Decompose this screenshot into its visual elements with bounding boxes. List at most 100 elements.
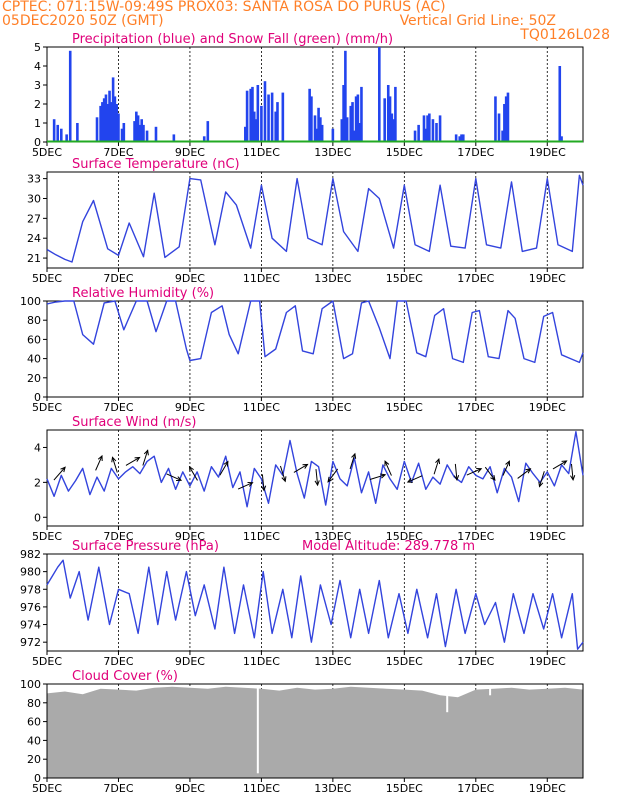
precip-bar: [315, 128, 319, 142]
precip-bar: [206, 121, 210, 142]
cloud-dip: [489, 684, 492, 696]
x-tick-label: 11DEC: [243, 655, 280, 668]
precip-bar: [274, 111, 277, 142]
precip-bar: [558, 66, 562, 142]
precip-bar: [497, 113, 501, 142]
precip-bar: [104, 94, 108, 142]
precip-bar: [422, 115, 426, 142]
precip-bar: [317, 107, 320, 142]
wind-arrow-head: [476, 468, 483, 473]
precip-bar: [68, 50, 72, 142]
wind-arrow-head: [302, 463, 309, 469]
x-tick-label: 15DEC: [386, 272, 423, 285]
precip-bar: [424, 128, 428, 142]
x-tick-label: 9DEC: [175, 655, 205, 668]
x-tick-label: 7DEC: [103, 272, 133, 285]
panel-1: 0 1 2 3 4 5 5DEC 7DEC 9DEC 11DEC 13DEC 15DEC 17DEC 19…: [32, 32, 584, 159]
precip-bar: [390, 113, 394, 142]
y-tick-label: 0: [34, 772, 41, 785]
wind-arrow-head: [60, 466, 66, 473]
run-date: 05DEC2020 50Z (GMT): [2, 13, 164, 29]
y-tick-label: 100: [20, 295, 41, 308]
precip-bar: [133, 121, 136, 142]
x-tick-label: 7DEC: [103, 530, 133, 543]
precip-bar: [504, 96, 508, 142]
wind-arrow-head: [570, 475, 576, 482]
wind-arrow-head: [384, 460, 390, 467]
wind-arrow-shaft: [166, 473, 182, 481]
x-tick-label: 19DEC: [529, 146, 566, 159]
wind-arrow-head: [314, 480, 320, 487]
precip-bar: [313, 115, 317, 142]
wind-arrow-head: [188, 465, 194, 472]
y-tick-label: 0: [34, 511, 41, 524]
wind-arrow-shaft: [142, 450, 149, 466]
panel-title: Relative Humidity (%): [72, 286, 214, 301]
chart-header: CPTEC: 071:15W-09:49S PROX03: SANTA ROSA…: [0, 0, 618, 48]
x-tick-label: 15DEC: [386, 782, 423, 795]
panel-title: Surface Pressure (hPa): [72, 539, 219, 554]
wind-arrow-shaft: [466, 468, 482, 476]
x-tick-label: 5DEC: [32, 782, 62, 795]
precip-bar: [59, 128, 63, 142]
y-tick-label: 982: [20, 548, 41, 561]
precip-bar: [320, 124, 324, 142]
precip-bar: [354, 96, 358, 142]
y-tick-label: 976: [20, 601, 41, 614]
wind-arrow-shaft: [189, 466, 198, 481]
precip-bar: [340, 119, 344, 142]
wind-arrow-shaft: [517, 468, 531, 479]
y-tick-label: 980: [20, 566, 41, 579]
y-tick-label: 974: [20, 619, 41, 632]
wind-arrow-shaft: [484, 466, 496, 481]
precip-bar: [115, 104, 118, 142]
x-tick-label: 5DEC: [32, 401, 62, 414]
x-tick-label: 9DEC: [175, 146, 205, 159]
wind-arrow-head: [380, 473, 387, 479]
series-line: [46, 174, 584, 263]
y-tick-label: 2: [34, 98, 41, 111]
cloud-dip: [446, 684, 449, 713]
x-tick-label: 19DEC: [529, 655, 566, 668]
model-altitude: Model Altitude: 289.778 m: [302, 539, 475, 554]
x-tick-label: 11DEC: [243, 272, 280, 285]
precip-bar: [135, 111, 138, 142]
y-tick-label: 972: [20, 636, 41, 649]
precip-bar: [331, 128, 335, 142]
wind-arrow-head: [351, 452, 357, 459]
precip-bar: [138, 124, 142, 142]
precip-bar: [111, 77, 115, 142]
precip-bar: [106, 104, 110, 142]
wind-arrow-shaft: [261, 474, 265, 491]
precip-bar: [349, 105, 353, 142]
y-tick-label: 20: [27, 372, 41, 385]
precip-bar: [560, 136, 563, 142]
precip-bar: [501, 130, 504, 142]
wind-arrow-shaft: [237, 482, 253, 490]
y-tick-label: 21: [27, 252, 41, 265]
panel-5: 972 974 976 978 980 982 5DEC 7DEC 9DEC 11DEC 13DEC…: [20, 539, 584, 668]
y-tick-label: 4: [34, 60, 41, 73]
wind-arrow-shaft: [369, 474, 386, 481]
x-tick-label: 17DEC: [457, 401, 494, 414]
wind-arrow-head: [176, 476, 183, 481]
x-tick-label: 15DEC: [386, 146, 423, 159]
station-header: CPTEC: 071:15W-09:49S PROX03: SANTA ROSA…: [2, 0, 446, 15]
x-tick-label: 15DEC: [386, 401, 423, 414]
y-tick-label: 80: [27, 697, 41, 710]
precip-bar: [113, 96, 117, 142]
y-tick-label: 33: [27, 173, 41, 186]
x-tick-label: 13DEC: [314, 272, 351, 285]
precip-bar: [360, 86, 363, 142]
precip-bar: [76, 123, 79, 142]
panel-title: Surface Temperature (nC): [72, 157, 240, 172]
wind-arrow-head: [143, 449, 149, 456]
x-tick-label: 7DEC: [103, 401, 133, 414]
wind-arrow-shaft: [219, 461, 229, 476]
wind-arrow-head: [538, 481, 544, 488]
wind-arrow-head: [561, 460, 568, 466]
precip-bar: [101, 102, 104, 142]
precip-bar: [494, 96, 497, 142]
x-tick-label: 19DEC: [529, 272, 566, 285]
precip-bar: [454, 134, 458, 142]
